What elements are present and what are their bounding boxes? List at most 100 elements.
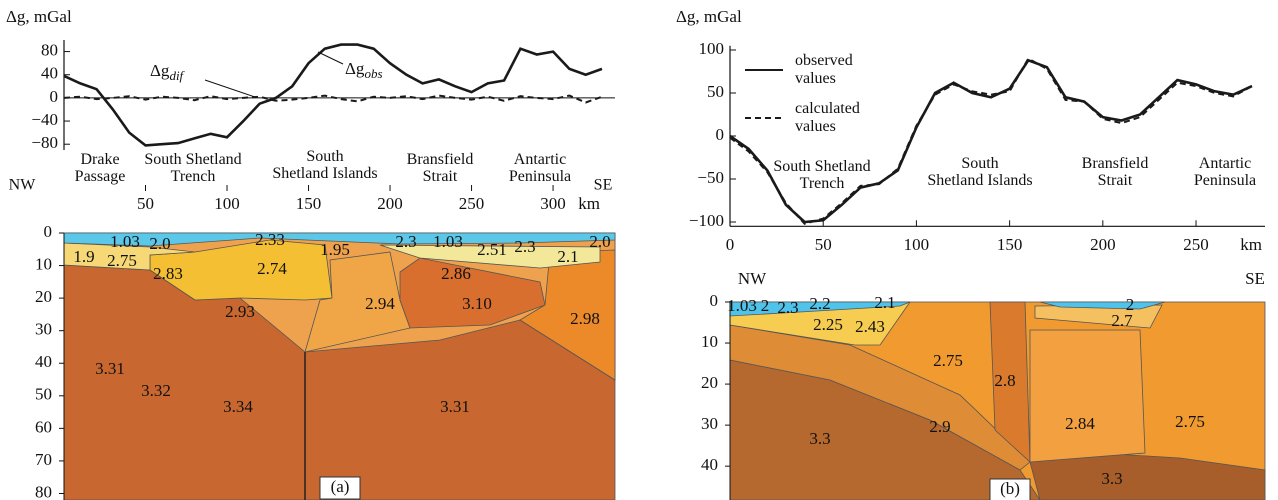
side-label: NW bbox=[738, 269, 767, 288]
section-a bbox=[64, 233, 615, 500]
density-label: 2.94 bbox=[365, 294, 395, 313]
y-tick-label: 80 bbox=[41, 40, 58, 59]
density-label: 2.33 bbox=[255, 230, 285, 249]
density-label: 2.3 bbox=[514, 237, 535, 256]
annotation-sub: obs bbox=[364, 66, 382, 81]
density-label: 3.31 bbox=[95, 359, 125, 378]
figure: Δg, mGal−80−400408050100150200250300kmΔg… bbox=[0, 0, 1278, 500]
panel-label: (b) bbox=[1000, 479, 1020, 498]
region-label: South Shetland Trench bbox=[773, 158, 870, 192]
density-label: 2.98 bbox=[570, 309, 600, 328]
x-tick-label: 250 bbox=[1183, 235, 1209, 254]
x-tick-label: 300 bbox=[540, 194, 566, 213]
depth-tick-label: 70 bbox=[35, 450, 52, 469]
density-label: 2.25 bbox=[813, 315, 843, 334]
density-label: 2.93 bbox=[225, 302, 255, 321]
y-tick-label: −40 bbox=[31, 110, 58, 129]
y-tick-label: −50 bbox=[697, 168, 724, 187]
legend-label: calculated values bbox=[795, 100, 860, 136]
depth-tick-label: 30 bbox=[701, 414, 718, 433]
leader bbox=[205, 80, 255, 97]
annotation-text: Δg bbox=[345, 59, 365, 78]
y-tick-label: 0 bbox=[716, 125, 725, 144]
density-label: 2.75 bbox=[933, 351, 963, 370]
y-axis-label: Δg, mGal bbox=[6, 7, 72, 26]
region-label: Bransfield Strait bbox=[1082, 155, 1149, 189]
y-tick-label: −80 bbox=[31, 133, 58, 152]
x-tick-label: 150 bbox=[997, 235, 1023, 254]
density-label: 2 bbox=[761, 296, 770, 315]
region-label: South Shetland Islands bbox=[927, 155, 1032, 189]
x-tick-label: 200 bbox=[1090, 235, 1116, 254]
y-tick-label: −100 bbox=[689, 211, 724, 230]
depth-tick-label: 40 bbox=[701, 455, 718, 474]
depth-tick-label: 40 bbox=[35, 352, 52, 371]
region-label: South Shetland Trench bbox=[144, 151, 241, 185]
density-label: 2.86 bbox=[441, 264, 471, 283]
annotation: Δgdif bbox=[150, 61, 186, 83]
density-label: 2.9 bbox=[929, 417, 950, 436]
density-label: 2.1 bbox=[557, 247, 578, 266]
panel-label: (a) bbox=[331, 477, 350, 496]
line-series bbox=[64, 96, 602, 103]
density-label: 2.75 bbox=[107, 251, 137, 270]
block bbox=[1030, 330, 1145, 462]
leader bbox=[318, 52, 343, 64]
density-label: 3.31 bbox=[440, 397, 470, 416]
x-tick-label: 0 bbox=[726, 235, 735, 254]
annotation-text: Δg bbox=[150, 61, 170, 80]
density-label: 2.43 bbox=[855, 317, 885, 336]
density-label: 3.32 bbox=[141, 381, 171, 400]
y-tick-label: 100 bbox=[699, 39, 725, 58]
x-unit: km bbox=[578, 194, 600, 213]
region-label: NW bbox=[9, 177, 36, 194]
density-label: 2.3 bbox=[395, 232, 416, 251]
y-tick-label: 0 bbox=[50, 87, 59, 106]
x-tick-label: 100 bbox=[214, 194, 240, 213]
region-label: SE bbox=[594, 177, 613, 194]
depth-tick-label: 20 bbox=[701, 373, 718, 392]
x-tick-label: 250 bbox=[459, 194, 485, 213]
density-label: 2.7 bbox=[1111, 311, 1133, 330]
region-label: Antartic Peninsula bbox=[509, 151, 571, 185]
annotation-sub: dif bbox=[169, 68, 185, 83]
density-label: 2.2 bbox=[809, 294, 830, 313]
x-tick-label: 50 bbox=[137, 194, 154, 213]
x-tick-label: 50 bbox=[815, 235, 832, 254]
density-label: 3.34 bbox=[223, 397, 253, 416]
density-label: 2.3 bbox=[777, 298, 798, 317]
region-label: South Shetland Islands bbox=[272, 148, 377, 182]
density-label: 2.74 bbox=[257, 259, 287, 278]
depth-tick-label: 30 bbox=[35, 320, 52, 339]
depth-tick-label: 0 bbox=[44, 222, 53, 241]
annotation: Δgobs bbox=[345, 59, 383, 81]
density-label: 3.10 bbox=[462, 294, 492, 313]
region-label: Bransfield Strait bbox=[407, 151, 474, 185]
y-axis-label: Δg, mGal bbox=[676, 7, 742, 26]
y-tick-label: 50 bbox=[707, 82, 724, 101]
density-label: 1.03 bbox=[110, 232, 140, 251]
depth-tick-label: 80 bbox=[35, 482, 52, 500]
density-label: 3.3 bbox=[1101, 469, 1122, 488]
density-label: 1.03 bbox=[433, 232, 463, 251]
density-label: 2.83 bbox=[153, 264, 183, 283]
region-label: Antartic Peninsula bbox=[1194, 155, 1256, 189]
x-tick-label: 200 bbox=[377, 194, 403, 213]
depth-tick-label: 50 bbox=[35, 385, 52, 404]
density-label: 1.03 bbox=[727, 296, 757, 315]
depth-tick-label: 60 bbox=[35, 417, 52, 436]
depth-tick-label: 0 bbox=[710, 291, 719, 310]
density-label: 2.8 bbox=[994, 371, 1015, 390]
side-label: SE bbox=[1245, 269, 1265, 288]
depth-tick-label: 10 bbox=[701, 332, 718, 351]
density-label: 2.75 bbox=[1175, 412, 1205, 431]
region-label: Drake Passage bbox=[75, 151, 126, 185]
density-label: 2.0 bbox=[589, 232, 610, 251]
depth-tick-label: 10 bbox=[35, 254, 52, 273]
legend-label: observed values bbox=[795, 52, 853, 88]
section-b bbox=[730, 302, 1265, 500]
depth-tick-label: 20 bbox=[35, 287, 52, 306]
density-label: 2.1 bbox=[874, 293, 895, 312]
density-label: 2.0 bbox=[149, 234, 170, 253]
chart: Δg, mGal−80−400408050100150200250300kmΔg… bbox=[0, 0, 1278, 500]
